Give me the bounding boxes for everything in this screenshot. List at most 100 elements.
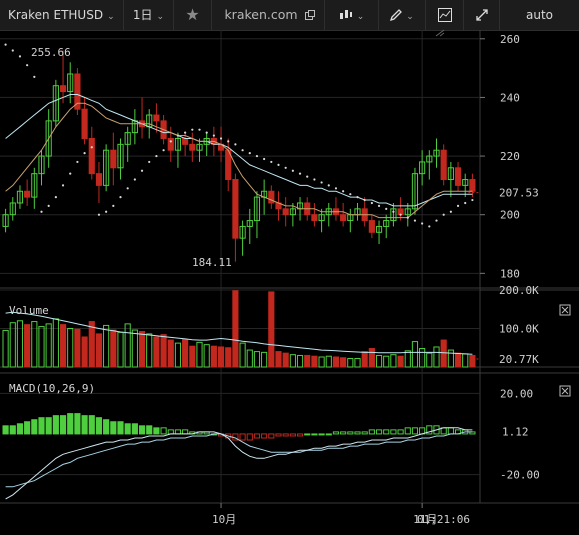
candle-body [390,208,397,222]
macd-histogram-bar [138,425,146,435]
macd-histogram-bar [318,433,325,436]
sar-dot [406,216,409,219]
volume-bar [225,347,232,368]
volume-bar [375,354,383,368]
chart-type-button[interactable]: ⌄ [325,0,379,30]
candle-body [454,167,462,186]
macd-histogram-bar [9,425,16,435]
candle-body [110,149,117,169]
candle-body [340,214,347,222]
candle-body [268,190,275,204]
macd-histogram-bar [167,429,174,435]
volume-bar [138,331,146,368]
macd-histogram-bar [397,429,404,435]
candlestick-icon [339,10,352,19]
macd-histogram-bar [404,427,411,435]
volume-bar [160,334,167,368]
sar-dot [26,64,29,67]
sar-dot [227,140,230,143]
volume-bar [289,354,296,368]
macd-histogram-bar [296,433,304,437]
macd-histogram-bar [361,431,368,435]
macd-histogram-bar [31,419,38,435]
last-price-label: 207.53 [499,187,539,200]
fullscreen-button[interactable] [464,0,500,30]
site-link[interactable]: kraken.com [212,0,325,30]
macd-histogram-bar [239,433,246,441]
sar-dot [284,166,287,169]
sar-dot [248,152,251,155]
candle-body [74,73,81,110]
sar-dot [148,160,151,164]
macd-histogram-bar [153,427,160,435]
x-tick-label: 10月 [212,513,236,526]
volume-bar [304,354,311,368]
macd-histogram-bar [52,415,59,435]
macd-histogram-bar [174,429,182,435]
sar-dot [162,149,165,152]
sar-dot [456,204,460,208]
candle-body [419,161,426,175]
macd-histogram-bar [469,431,476,435]
site-label: kraken.com [224,7,298,22]
macd-histogram-bar [38,417,45,435]
sar-dot [155,154,158,158]
volume-bar [203,344,210,368]
candle-body [433,149,440,157]
sar-dot [140,169,144,172]
volume-bar [217,346,225,368]
volume-bar [9,322,16,368]
volume-bar [2,329,9,368]
volume-bar [268,291,275,368]
volume-bar [45,323,52,368]
macd-histogram-bar [2,425,9,435]
macd-histogram-bar [390,429,397,435]
candle-body [153,114,160,122]
macd-histogram-bar [88,415,95,435]
macd-histogram-bar [332,431,340,435]
interval-selector[interactable]: 1日 ⌄ [124,0,174,30]
macd-tick-label: -20.00 [500,469,540,482]
macd-histogram-bar [160,427,167,435]
volume-bar [246,349,253,368]
macd-histogram-bar [16,423,24,435]
sar-dot [212,134,215,137]
volume-bar [110,329,117,368]
chevron-down-icon: ⌄ [107,12,115,22]
candle-body [9,202,16,216]
price-tick-label: 200 [500,209,520,222]
candle-body [88,137,95,175]
volume-bar [261,351,268,368]
candle-body [16,190,24,204]
indicators-button[interactable] [426,0,464,30]
macd-histogram-bar [253,433,261,439]
sar-dot [399,213,402,216]
sar-dot [47,204,50,208]
sar-dot [320,181,323,184]
candle-body [440,149,447,181]
volume-bar [52,318,59,368]
sar-dot [133,178,136,181]
draw-tool-button[interactable]: ⌄ [379,0,426,30]
macd-histogram-bar [433,425,440,435]
volume-bar [174,342,182,368]
sar-dot [435,219,438,222]
volume-bar [146,333,153,368]
sar-dot [61,184,65,187]
candle-body [189,143,196,151]
candle-body [426,155,433,163]
volume-bar [24,324,31,368]
sar-dot [255,154,259,158]
sar-dot [356,196,359,199]
auto-scale-button[interactable]: auto [525,8,553,22]
volume-bar [318,356,325,368]
volume-bar [31,321,38,368]
symbol-selector[interactable]: Kraken ETHUSD ⌄ [0,0,124,30]
macd-line [5,427,473,500]
volume-bar [88,321,95,368]
volume-bar [38,326,45,368]
volume-tick-label: 200.0K [499,284,539,297]
low-annotation: 184.11 [192,256,232,269]
volume-bar [74,328,81,368]
star-icon[interactable]: ★ [174,0,212,30]
